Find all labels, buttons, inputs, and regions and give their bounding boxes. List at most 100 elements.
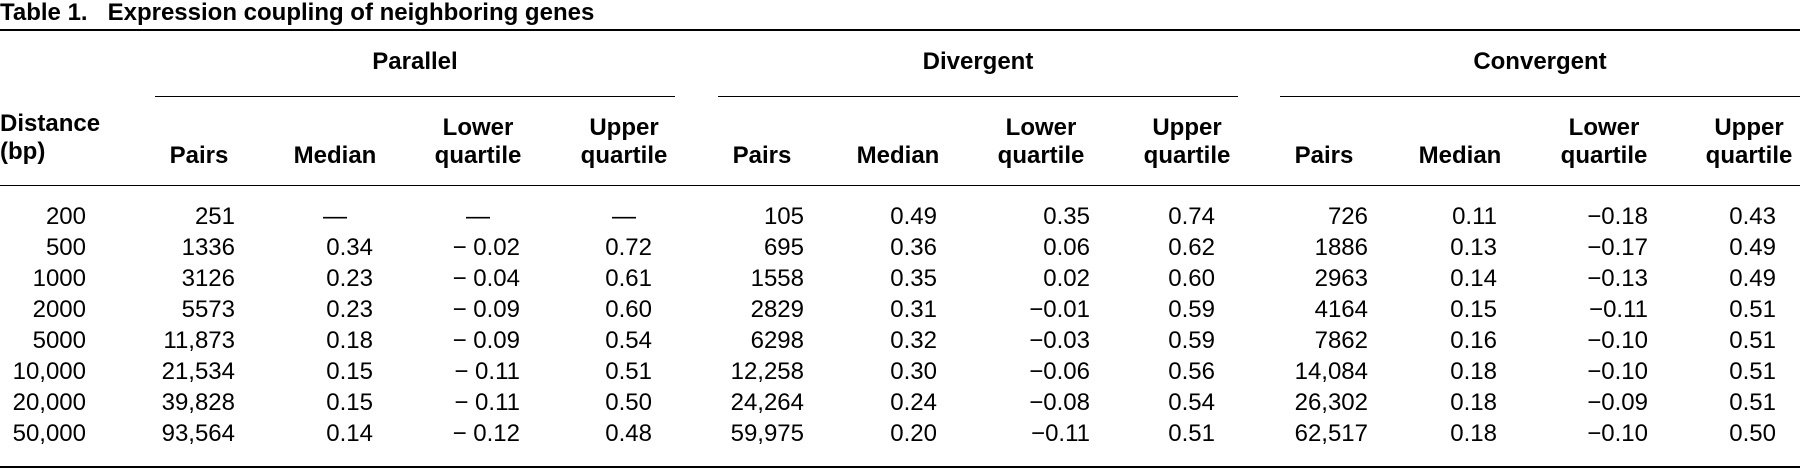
- cell-distance: 10,000: [12, 358, 86, 385]
- top-rule: [0, 29, 1800, 31]
- cell-divergent-upper-quartile: 0.51: [1168, 420, 1215, 447]
- cell-parallel-upper-quartile: 0.72: [605, 234, 652, 261]
- cell-convergent-lower-quartile: −0.13: [1587, 265, 1648, 292]
- cell-distance: 2000: [32, 296, 86, 323]
- cell-divergent-lower-quartile: −0.08: [1029, 389, 1090, 416]
- cell-parallel-lower-quartile: − 0.04: [452, 265, 520, 292]
- cell-convergent-upper-quartile: 0.50: [1729, 420, 1776, 447]
- cell-divergent-pairs: 24,264: [730, 389, 804, 416]
- group-rule-parallel: [155, 96, 675, 97]
- cell-parallel-lower-quartile: − 0.09: [452, 327, 520, 354]
- cell-parallel-lower-quartile: —: [466, 203, 490, 230]
- cell-convergent-upper-quartile: 0.43: [1729, 203, 1776, 230]
- cell-convergent-median: 0.18: [1450, 358, 1497, 385]
- cell-divergent-lower-quartile: 0.02: [1043, 265, 1090, 292]
- cell-divergent-median: 0.36: [890, 234, 937, 261]
- column-header-convergent-pairs: Pairs: [1294, 142, 1354, 169]
- cell-convergent-upper-quartile: 0.51: [1729, 327, 1776, 354]
- cell-convergent-upper-quartile: 0.51: [1729, 389, 1776, 416]
- cell-parallel-upper-quartile: —: [612, 203, 636, 230]
- cell-divergent-pairs: 1558: [750, 265, 804, 292]
- cell-divergent-upper-quartile: 0.59: [1168, 296, 1215, 323]
- cell-parallel-median: 0.23: [326, 265, 373, 292]
- table-caption: Table 1. Expression coupling of neighbori…: [0, 0, 594, 26]
- cell-parallel-pairs: 21,534: [161, 358, 235, 385]
- column-header-convergent-upper-quartile: Upper quartile: [1705, 114, 1793, 169]
- cell-parallel-median: 0.23: [326, 296, 373, 323]
- group-header-convergent: Convergent: [1473, 48, 1607, 75]
- cell-parallel-lower-quartile: − 0.11: [454, 389, 520, 416]
- cell-convergent-lower-quartile: −0.10: [1587, 420, 1648, 447]
- cell-convergent-lower-quartile: −0.10: [1587, 358, 1648, 385]
- cell-divergent-upper-quartile: 0.62: [1168, 234, 1215, 261]
- cell-parallel-pairs: 93,564: [161, 420, 235, 447]
- cell-parallel-median: 0.15: [326, 389, 373, 416]
- cell-parallel-median: 0.14: [326, 420, 373, 447]
- cell-divergent-median: 0.24: [890, 389, 937, 416]
- cell-convergent-lower-quartile: −0.10: [1587, 327, 1648, 354]
- cell-divergent-pairs: 6298: [750, 327, 804, 354]
- table-title: Expression coupling of neighboring genes: [107, 0, 595, 26]
- cell-convergent-pairs: 726: [1327, 203, 1368, 230]
- cell-divergent-median: 0.32: [890, 327, 937, 354]
- cell-convergent-upper-quartile: 0.51: [1729, 358, 1776, 385]
- column-header-convergent-median: Median: [1418, 142, 1502, 169]
- distance-column-header: Distance (bp): [0, 110, 101, 165]
- cell-distance: 1000: [32, 265, 86, 292]
- cell-parallel-pairs: 3126: [181, 265, 235, 292]
- cell-divergent-pairs: 59,975: [730, 420, 804, 447]
- cell-parallel-pairs: 251: [194, 203, 235, 230]
- cell-divergent-upper-quartile: 0.56: [1168, 358, 1215, 385]
- group-header-divergent: Divergent: [922, 48, 1034, 75]
- cell-parallel-pairs: 39,828: [161, 389, 235, 416]
- cell-convergent-pairs: 7862: [1314, 327, 1368, 354]
- cell-convergent-pairs: 14,084: [1294, 358, 1368, 385]
- cell-parallel-pairs: 5573: [181, 296, 235, 323]
- cell-distance: 200: [45, 203, 86, 230]
- cell-divergent-lower-quartile: 0.35: [1043, 203, 1090, 230]
- cell-parallel-median: 0.34: [326, 234, 373, 261]
- cell-divergent-median: 0.31: [890, 296, 937, 323]
- cell-convergent-lower-quartile: −0.18: [1587, 203, 1648, 230]
- cell-convergent-pairs: 26,302: [1294, 389, 1368, 416]
- column-header-divergent-median: Median: [856, 142, 940, 169]
- cell-convergent-median: 0.13: [1450, 234, 1497, 261]
- cell-distance: 500: [45, 234, 86, 261]
- cell-divergent-upper-quartile: 0.54: [1168, 389, 1215, 416]
- cell-parallel-upper-quartile: 0.51: [605, 358, 652, 385]
- header-rule: [0, 185, 1800, 186]
- cell-divergent-lower-quartile: −0.06: [1029, 358, 1090, 385]
- cell-convergent-lower-quartile: −0.17: [1587, 234, 1648, 261]
- cell-convergent-median: 0.18: [1450, 420, 1497, 447]
- cell-divergent-median: 0.35: [890, 265, 937, 292]
- cell-divergent-median: 0.20: [890, 420, 937, 447]
- column-header-parallel-pairs: Pairs: [169, 142, 229, 169]
- cell-parallel-upper-quartile: 0.61: [605, 265, 652, 292]
- cell-parallel-median: 0.15: [326, 358, 373, 385]
- cell-parallel-lower-quartile: − 0.02: [452, 234, 520, 261]
- cell-convergent-pairs: 4164: [1314, 296, 1368, 323]
- cell-convergent-median: 0.14: [1450, 265, 1497, 292]
- cell-distance: 5000: [32, 327, 86, 354]
- cell-divergent-lower-quartile: −0.11: [1031, 420, 1090, 447]
- cell-divergent-pairs: 695: [763, 234, 804, 261]
- table-label: Table 1.: [0, 0, 88, 26]
- column-header-parallel-median: Median: [293, 142, 377, 169]
- cell-divergent-upper-quartile: 0.60: [1168, 265, 1215, 292]
- column-header-divergent-pairs: Pairs: [732, 142, 792, 169]
- cell-divergent-median: 0.30: [890, 358, 937, 385]
- cell-parallel-upper-quartile: 0.54: [605, 327, 652, 354]
- cell-divergent-lower-quartile: −0.03: [1029, 327, 1090, 354]
- cell-divergent-upper-quartile: 0.74: [1168, 203, 1215, 230]
- cell-distance: 20,000: [12, 389, 86, 416]
- column-header-parallel-lower-quartile: Lower quartile: [434, 114, 522, 169]
- cell-convergent-median: 0.16: [1450, 327, 1497, 354]
- cell-parallel-median: —: [323, 203, 347, 230]
- cell-parallel-upper-quartile: 0.48: [605, 420, 652, 447]
- cell-parallel-lower-quartile: − 0.09: [452, 296, 520, 323]
- cell-parallel-lower-quartile: − 0.12: [452, 420, 520, 447]
- cell-divergent-pairs: 105: [763, 203, 804, 230]
- cell-divergent-lower-quartile: −0.01: [1029, 296, 1090, 323]
- cell-convergent-pairs: 62,517: [1294, 420, 1368, 447]
- group-rule-convergent: [1280, 96, 1800, 97]
